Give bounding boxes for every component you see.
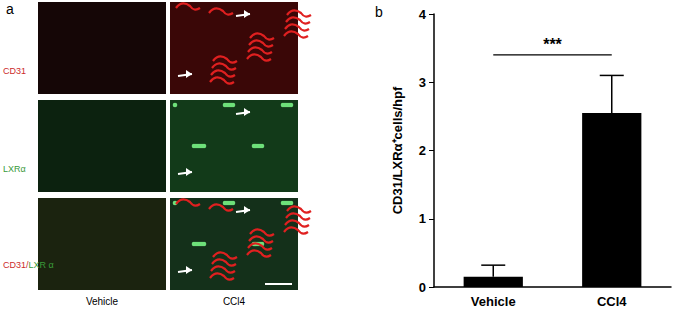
svg-text:***: ***	[543, 36, 562, 53]
svg-text:CCl4: CCl4	[223, 296, 246, 307]
svg-text:CD31/LXR α: CD31/LXR α	[3, 260, 54, 270]
svg-text:CCl4: CCl4	[597, 294, 627, 309]
svg-text:0: 0	[419, 280, 426, 295]
svg-text:Vehicle: Vehicle	[471, 294, 516, 309]
svg-text:3: 3	[419, 75, 426, 90]
svg-text:CD31/LXRα⁺cells/hpf: CD31/LXRα⁺cells/hpf	[390, 86, 405, 214]
svg-text:Vehicle: Vehicle	[86, 296, 119, 307]
svg-text:b: b	[375, 4, 383, 20]
svg-text:2: 2	[419, 143, 426, 158]
svg-text:a: a	[6, 1, 14, 17]
svg-text:LXRα: LXRα	[3, 164, 26, 174]
svg-text:1: 1	[419, 211, 426, 226]
svg-text:4: 4	[419, 7, 427, 22]
svg-text:CD31: CD31	[3, 66, 26, 76]
